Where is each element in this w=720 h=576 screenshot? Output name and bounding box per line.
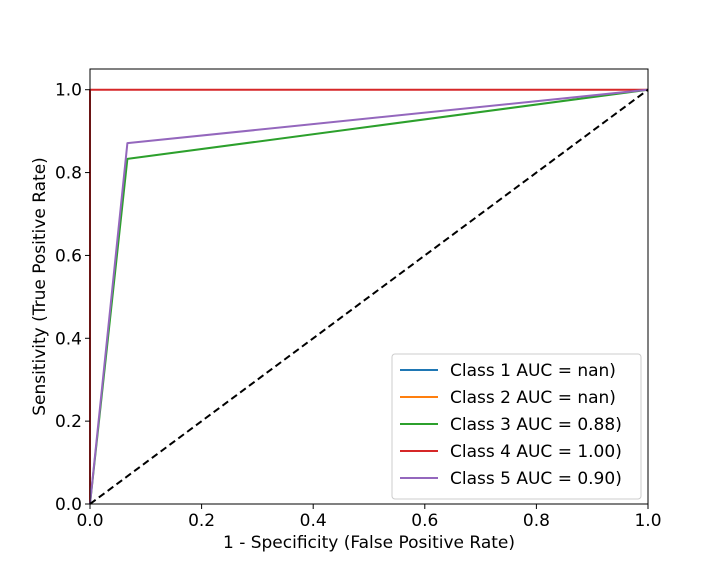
y-tick-label: 1.0 xyxy=(55,81,82,101)
y-tick-label: 0.8 xyxy=(55,164,82,184)
y-tick-label: 0.6 xyxy=(55,246,82,266)
legend-label-1: Class 1 AUC = nan) xyxy=(450,361,616,381)
series-line-5 xyxy=(89,88,649,505)
y-tick-label: 0.0 xyxy=(55,495,82,515)
x-tick-label: 1.0 xyxy=(634,511,661,531)
y-axis-ticks: 0.0 0.2 0.4 0.6 0.8 1.0 xyxy=(55,81,90,515)
legend-label-2: Class 2 AUC = nan) xyxy=(450,388,616,408)
legend-label-4: Class 4 AUC = 1.00) xyxy=(450,442,622,462)
y-tick-label: 0.4 xyxy=(55,329,82,349)
x-axis-ticks: 0.0 0.2 0.4 0.6 0.8 1.0 xyxy=(76,504,662,531)
legend-label-3: Class 3 AUC = 0.88) xyxy=(450,415,622,435)
x-tick-label: 0.2 xyxy=(188,511,215,531)
legend-box xyxy=(391,353,642,500)
legend-label-5: Class 5 AUC = 0.90) xyxy=(450,469,622,489)
x-axis-label: 1 - Specificity (False Positive Rate) xyxy=(223,533,515,553)
y-axis-label: Sensitivity (True Positive Rate) xyxy=(30,157,50,416)
x-tick-label: 0.6 xyxy=(411,511,438,531)
reference-diagonal-line xyxy=(89,88,649,505)
x-tick-label: 0.8 xyxy=(523,511,550,531)
legend: Class 1 AUC = nan) Class 2 AUC = nan) Clas… xyxy=(391,353,642,500)
x-tick-label: 0.4 xyxy=(300,511,327,531)
y-tick-label: 0.2 xyxy=(55,412,82,432)
x-tick-label: 0.0 xyxy=(76,511,103,531)
plot-frame xyxy=(89,68,649,505)
